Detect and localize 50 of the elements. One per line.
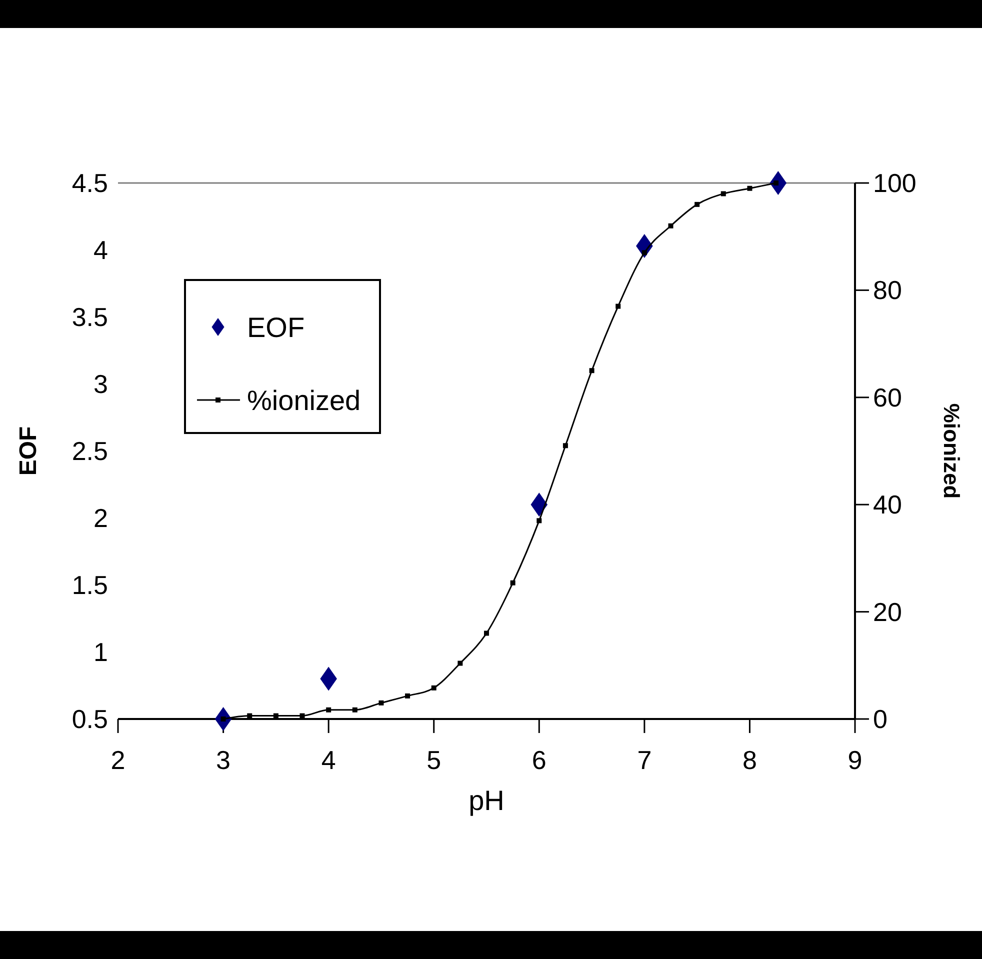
x-tick-label: 4 (321, 745, 336, 775)
x-tick-label: 6 (532, 745, 546, 775)
legend-label: %ionized (247, 385, 361, 416)
y2-tick-label: 40 (873, 490, 902, 520)
point (300, 713, 305, 718)
x-tick-label: 8 (742, 745, 757, 775)
point (405, 693, 410, 698)
y-tick-label: 1 (94, 637, 108, 667)
point (247, 713, 252, 718)
point (220, 716, 226, 722)
y2-tick-label: 0 (873, 704, 888, 734)
y2-tick-label: 80 (873, 275, 902, 306)
y2-axis-title: %ionized (939, 403, 964, 499)
legend-label: EOF (247, 312, 305, 343)
point (616, 304, 621, 309)
point (484, 630, 489, 636)
x-axis-title: pH (468, 785, 504, 816)
point (352, 707, 358, 712)
y-tick-label: 3 (94, 369, 108, 399)
point (431, 685, 436, 690)
x-tick-label: 5 (426, 745, 442, 775)
y-tick-label: 1.5 (72, 570, 108, 600)
y2-tick-label: 100 (873, 168, 916, 198)
point (720, 191, 726, 196)
y2-tick-label: 20 (873, 596, 902, 627)
y-tick-label: 4 (94, 235, 108, 265)
y2-tick-label: 60 (873, 382, 902, 412)
y-tick-label: 4.5 (72, 168, 108, 198)
point (510, 580, 516, 586)
point (562, 443, 568, 448)
point (530, 492, 548, 517)
x-tick-label: 3 (216, 745, 231, 775)
y-tick-label: 3.5 (72, 302, 108, 332)
point (378, 700, 384, 706)
y-tick-label: 2.5 (72, 436, 108, 466)
point (774, 180, 779, 186)
point (642, 250, 647, 256)
x-tick-label: 7 (637, 745, 652, 775)
point (694, 202, 700, 207)
y-tick-label: 2 (94, 503, 108, 533)
point (273, 713, 278, 718)
x-tick-label: 9 (848, 745, 862, 775)
y-axis-title: EOF (15, 426, 42, 476)
y-tick-label: 0.5 (72, 704, 108, 734)
point (326, 707, 332, 712)
point (458, 660, 463, 666)
point (668, 223, 674, 228)
point (536, 518, 542, 524)
point (747, 186, 752, 191)
point (589, 368, 594, 374)
